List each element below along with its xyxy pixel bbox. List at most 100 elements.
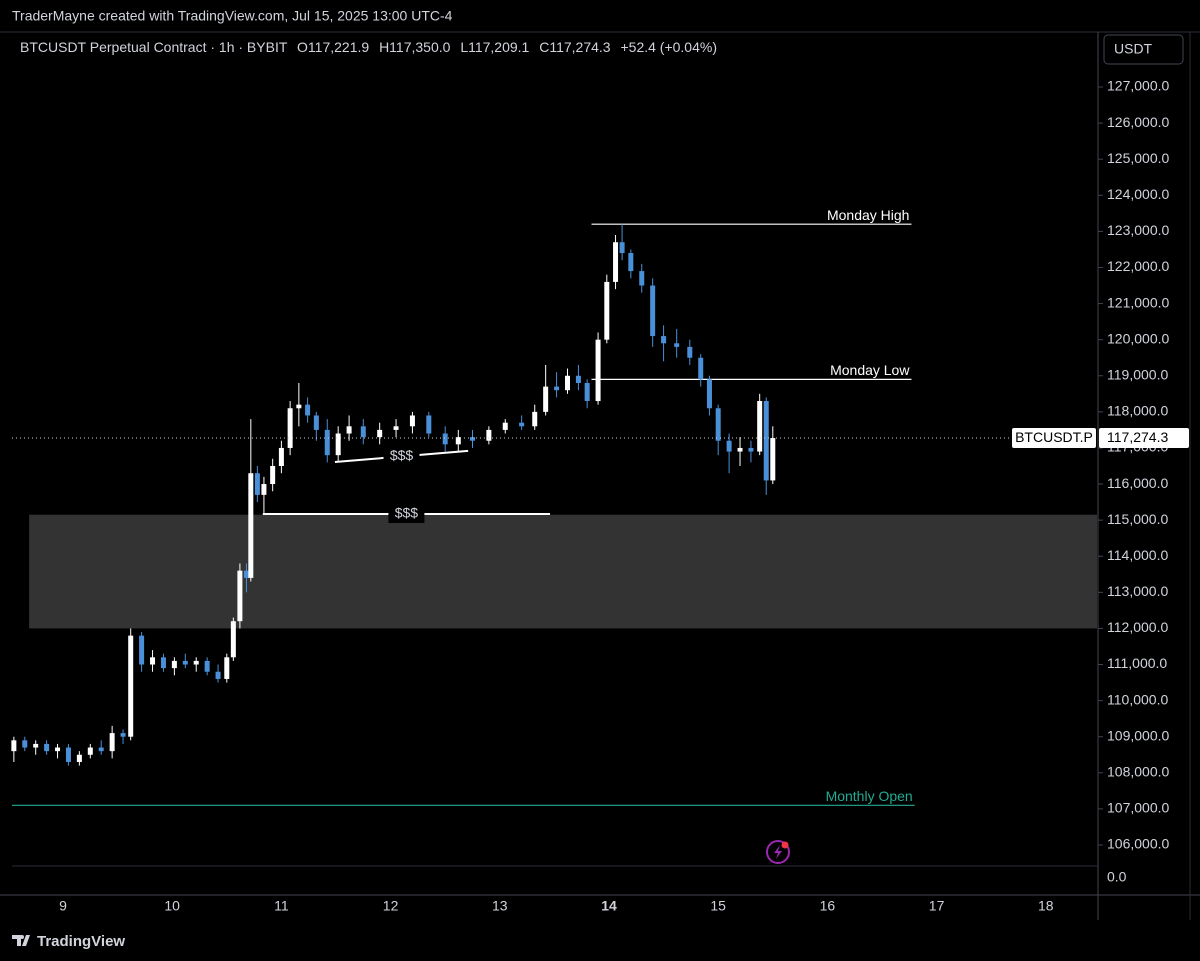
candle-body — [455, 437, 461, 445]
zone — [29, 514, 1098, 629]
liquidity-label-bg — [388, 505, 425, 524]
candle-body — [409, 415, 415, 427]
y-tick-label: 108,000.0 — [1107, 764, 1169, 780]
currency-button[interactable] — [1103, 34, 1184, 65]
x-tick-label: 16 — [820, 898, 836, 914]
y-tick-label: 110,000.0 — [1107, 691, 1168, 707]
candle-body — [584, 382, 590, 402]
currency-label[interactable]: USDT — [1114, 41, 1153, 57]
candle-body — [55, 747, 61, 752]
candle-body — [486, 429, 492, 441]
level-label: Monday Low — [830, 362, 910, 378]
candle-body — [324, 429, 330, 456]
symbol: BTCUSDT Perpetual Contract · 1h · BYBIT — [20, 39, 288, 55]
y-tick-label: 112,000.0 — [1107, 619, 1168, 635]
candle-body — [698, 357, 704, 380]
candle-body — [613, 242, 619, 282]
y-tick-label: 127,000.0 — [1107, 78, 1169, 94]
candle-body — [628, 253, 634, 272]
y-tick-label: 120,000.0 — [1107, 330, 1169, 346]
symbol-header: BTCUSDT Perpetual Contract · 1h · BYBIT … — [20, 39, 717, 55]
candle-body — [737, 447, 743, 452]
candle-body — [595, 339, 601, 402]
candle-body — [22, 740, 28, 748]
y-tick-label: 124,000.0 — [1107, 186, 1169, 202]
candle-body — [109, 733, 115, 752]
y-tick-label: 114,000.0 — [1107, 547, 1168, 563]
x-tick-label: 14 — [601, 898, 617, 914]
candle-body — [160, 657, 166, 669]
candle-body — [237, 570, 243, 622]
ohlc-low: L117,209.1 — [460, 39, 529, 55]
candles — [11, 224, 776, 766]
candle-body — [346, 426, 352, 434]
x-tick-label: 10 — [164, 898, 180, 914]
candle-body — [687, 346, 693, 358]
lightning-icon[interactable] — [766, 840, 790, 864]
y-tick-label: 122,000.0 — [1107, 258, 1169, 274]
symbol-tag — [1012, 428, 1096, 449]
y-tick-label: 126,000.0 — [1107, 114, 1169, 130]
candle-body — [305, 404, 311, 416]
candle-body — [519, 422, 525, 427]
candle-body — [287, 408, 293, 448]
liquidity-label-bg — [383, 447, 420, 466]
candle-body — [674, 343, 680, 347]
candle-body — [182, 660, 188, 665]
candle-body — [393, 426, 399, 430]
last-price-label: 117,274.3 — [1107, 429, 1168, 445]
last-price-tag — [1099, 428, 1189, 449]
footer-brand: TradingView — [37, 933, 125, 950]
candle-body — [426, 415, 432, 434]
level-label: Monday High — [827, 207, 910, 223]
candle-body — [726, 440, 732, 452]
candle-body — [469, 437, 475, 441]
candle-body — [76, 754, 82, 762]
y-tick-label: 106,000.0 — [1107, 836, 1169, 852]
candle-body — [661, 336, 667, 344]
candle-body — [335, 433, 341, 456]
candle-body — [248, 473, 254, 578]
candle-body — [261, 484, 267, 495]
candle-body — [11, 740, 17, 752]
ohlc-change: +52.4 (+0.04%) — [620, 39, 717, 55]
tv-logo — [12, 935, 30, 946]
ohlc-high: H117,350.0 — [379, 39, 451, 55]
candle-body — [377, 429, 383, 438]
symbol-tag-label: BTCUSDT.P — [1015, 429, 1093, 445]
candle-body — [171, 660, 177, 669]
y-tick-label: 123,000.0 — [1107, 222, 1169, 238]
candle-body — [215, 671, 221, 679]
candle-body — [706, 379, 712, 409]
x-tick-label: 17 — [929, 898, 945, 914]
candle-body — [313, 415, 319, 430]
candle-body — [650, 285, 656, 337]
y-tick-label: 125,000.0 — [1107, 150, 1169, 166]
candle-body — [532, 411, 538, 427]
candle-body — [254, 473, 260, 495]
candle-body — [763, 401, 769, 481]
candle-body — [639, 271, 645, 286]
candle-body — [543, 386, 549, 412]
y-tick-label: 121,000.0 — [1107, 294, 1169, 310]
candle-body — [360, 426, 366, 438]
candle-body — [575, 375, 581, 383]
candle-body — [619, 242, 625, 254]
candle-body — [757, 401, 763, 452]
volume-axis-label: 0.0 — [1107, 869, 1127, 885]
y-tick-label: 109,000.0 — [1107, 727, 1169, 743]
x-tick-label: 11 — [274, 898, 289, 914]
y-tick-label: 113,000.0 — [1107, 583, 1168, 599]
liquidity-label: $$$ — [390, 447, 414, 463]
candle-body — [128, 635, 134, 737]
candle-body — [564, 375, 570, 391]
candle-body — [243, 570, 249, 578]
y-tick-label: 118,000.0 — [1107, 403, 1168, 419]
candle-body — [120, 733, 126, 737]
candle-body — [87, 747, 93, 755]
candle-body — [65, 747, 71, 762]
x-tick-label: 13 — [492, 898, 508, 914]
candle-body — [770, 438, 776, 481]
